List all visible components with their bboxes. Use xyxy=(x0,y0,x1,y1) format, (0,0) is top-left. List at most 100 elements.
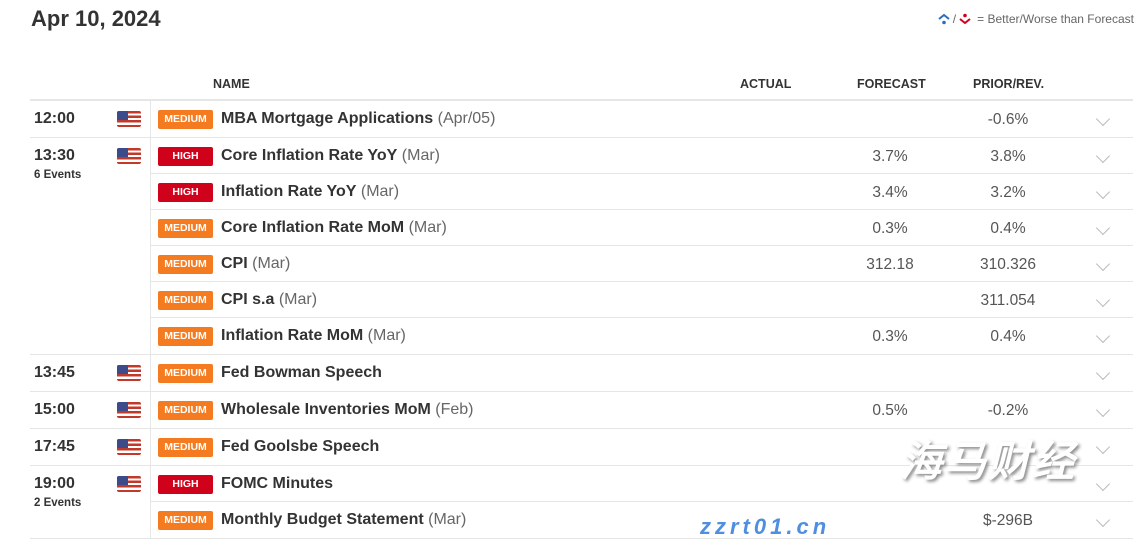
event-time: 13:45 xyxy=(34,364,75,381)
forecast-value: 0.3% xyxy=(872,328,908,345)
event-title: Inflation Rate MoM xyxy=(221,327,364,344)
event-time: 12:00 xyxy=(34,110,75,127)
col-forecast: FORECAST xyxy=(857,77,926,91)
chevron-down-icon[interactable] xyxy=(1095,365,1111,381)
event-title: MBA Mortgage Applications xyxy=(221,110,434,127)
event-title: Monthly Budget Statement xyxy=(221,511,424,528)
event-name[interactable]: Wholesale Inventories MoM (Feb) xyxy=(221,401,474,419)
prior-value: -0.6% xyxy=(987,111,1029,128)
us-flag-icon xyxy=(117,111,141,127)
impact-badge: MEDIUM xyxy=(158,511,213,530)
event-count: 6 Events xyxy=(34,169,82,181)
event-name[interactable]: Core Inflation Rate YoY (Mar) xyxy=(221,147,440,165)
event-name[interactable]: CPI (Mar) xyxy=(221,255,290,273)
chevron-down-icon[interactable] xyxy=(1095,220,1111,236)
impact-badge: MEDIUM xyxy=(158,364,213,383)
event-title: FOMC Minutes xyxy=(221,475,333,492)
us-flag-icon xyxy=(117,402,141,418)
impact-badge: MEDIUM xyxy=(158,219,213,238)
event-name[interactable]: Inflation Rate MoM (Mar) xyxy=(221,327,406,345)
arrow-down-dot-icon xyxy=(959,13,971,25)
event-title: CPI xyxy=(221,255,248,272)
us-flag-icon xyxy=(117,365,141,381)
prior-value: $-296B xyxy=(983,512,1033,529)
chevron-down-icon[interactable] xyxy=(1095,111,1111,127)
events-table: 12:00 MEDIUM MBA Mortgage Applications (Ap… xyxy=(30,99,1133,539)
impact-badge: HIGH xyxy=(158,147,213,166)
forecast-value: 312.18 xyxy=(866,256,914,273)
event-row[interactable]: 15:00 MEDIUM Wholesale Inventories MoM (Fe… xyxy=(30,392,1133,429)
event-name[interactable]: CPI s.a (Mar) xyxy=(221,291,317,309)
impact-badge: MEDIUM xyxy=(158,401,213,420)
chevron-down-icon[interactable] xyxy=(1095,328,1111,344)
impact-badge: HIGH xyxy=(158,475,213,494)
event-row[interactable]: MEDIUM Core Inflation Rate MoM (Mar) 0.3% 0… xyxy=(30,210,1133,247)
event-row[interactable]: 17:45 MEDIUM Fed Goolsbe Speech xyxy=(30,429,1133,466)
event-title: Fed Bowman Speech xyxy=(221,364,382,381)
event-name[interactable]: Fed Bowman Speech xyxy=(221,364,382,382)
chevron-down-icon[interactable] xyxy=(1095,402,1111,418)
chevron-down-icon[interactable] xyxy=(1095,512,1111,528)
event-title: Core Inflation Rate YoY xyxy=(221,147,398,164)
event-name[interactable]: Monthly Budget Statement (Mar) xyxy=(221,511,466,529)
event-name[interactable]: MBA Mortgage Applications (Apr/05) xyxy=(221,110,495,128)
event-period: (Mar) xyxy=(360,183,400,200)
event-title: Fed Goolsbe Speech xyxy=(221,438,380,455)
prior-value: 3.2% xyxy=(990,184,1026,201)
prior-value: 0.4% xyxy=(990,328,1026,345)
impact-badge: MEDIUM xyxy=(158,110,213,129)
page-date: Apr 10, 2024 xyxy=(31,6,161,31)
us-flag-icon xyxy=(117,476,141,492)
impact-badge: HIGH xyxy=(158,183,213,202)
forecast-value: 0.3% xyxy=(872,220,908,237)
chevron-down-icon[interactable] xyxy=(1095,439,1111,455)
chevron-down-icon[interactable] xyxy=(1095,184,1111,200)
event-period: (Feb) xyxy=(435,401,474,418)
legend: / = Better/Worse than Forecast xyxy=(937,12,1134,26)
prior-value: 311.054 xyxy=(980,292,1036,309)
event-row[interactable]: MEDIUM Inflation Rate MoM (Mar) 0.3% 0.4% xyxy=(30,318,1133,355)
impact-badge: MEDIUM xyxy=(158,255,213,274)
event-name[interactable]: Inflation Rate YoY (Mar) xyxy=(221,183,399,201)
event-row[interactable]: MEDIUM Monthly Budget Statement (Mar) $-29… xyxy=(30,502,1133,539)
event-period: (Mar) xyxy=(367,327,406,344)
event-name[interactable]: Fed Goolsbe Speech xyxy=(221,438,379,456)
prior-value: 0.4% xyxy=(990,220,1026,237)
chevron-down-icon[interactable] xyxy=(1095,292,1111,308)
event-row[interactable]: MEDIUM CPI (Mar) 312.18 310.326 xyxy=(30,246,1133,283)
event-row[interactable]: 13:45 MEDIUM Fed Bowman Speech xyxy=(30,355,1133,392)
event-row[interactable]: 12:00 MEDIUM MBA Mortgage Applications (Ap… xyxy=(30,101,1133,138)
col-actual: ACTUAL xyxy=(740,77,792,91)
col-name: NAME xyxy=(213,77,250,91)
chevron-down-icon[interactable] xyxy=(1095,256,1111,272)
event-row[interactable]: MEDIUM CPI s.a (Mar) 311.054 xyxy=(30,282,1133,319)
impact-badge: MEDIUM xyxy=(158,438,213,457)
event-name[interactable]: Core Inflation Rate MoM (Mar) xyxy=(221,219,447,237)
event-period: (Mar) xyxy=(252,255,291,272)
col-prior: PRIOR/REV. xyxy=(973,77,1045,91)
event-name[interactable]: FOMC Minutes xyxy=(221,475,333,493)
arrow-up-dot-icon xyxy=(938,13,950,25)
prior-value: 3.8% xyxy=(990,148,1026,165)
event-period: (Mar) xyxy=(428,511,467,528)
event-period: (Mar) xyxy=(278,291,318,308)
event-title: Wholesale Inventories MoM xyxy=(221,401,431,418)
impact-badge: MEDIUM xyxy=(158,327,213,346)
event-count: 2 Events xyxy=(34,497,82,509)
event-period: (Mar) xyxy=(408,219,447,236)
forecast-value: 0.5% xyxy=(872,402,908,419)
us-flag-icon xyxy=(117,148,141,164)
event-row[interactable]: 19:00 2 Events HIGH FOMC Minutes xyxy=(30,466,1133,509)
chevron-down-icon[interactable] xyxy=(1095,476,1111,492)
prior-value: 310.326 xyxy=(979,256,1037,273)
chevron-down-icon[interactable] xyxy=(1095,148,1111,164)
event-time: 15:00 xyxy=(34,401,75,418)
event-title: Core Inflation Rate MoM xyxy=(221,219,405,236)
event-row[interactable]: 13:30 6 Events HIGH Core Inflation Rate YoY… xyxy=(30,138,1133,181)
event-period: (Apr/05) xyxy=(437,110,496,127)
event-row[interactable]: HIGH Inflation Rate YoY (Mar) 3.4% 3.2% xyxy=(30,174,1133,211)
forecast-value: 3.4% xyxy=(872,184,908,201)
prior-value: -0.2% xyxy=(987,402,1029,419)
event-title: CPI s.a xyxy=(221,291,275,308)
legend-text: = Better/Worse than Forecast xyxy=(977,12,1134,26)
